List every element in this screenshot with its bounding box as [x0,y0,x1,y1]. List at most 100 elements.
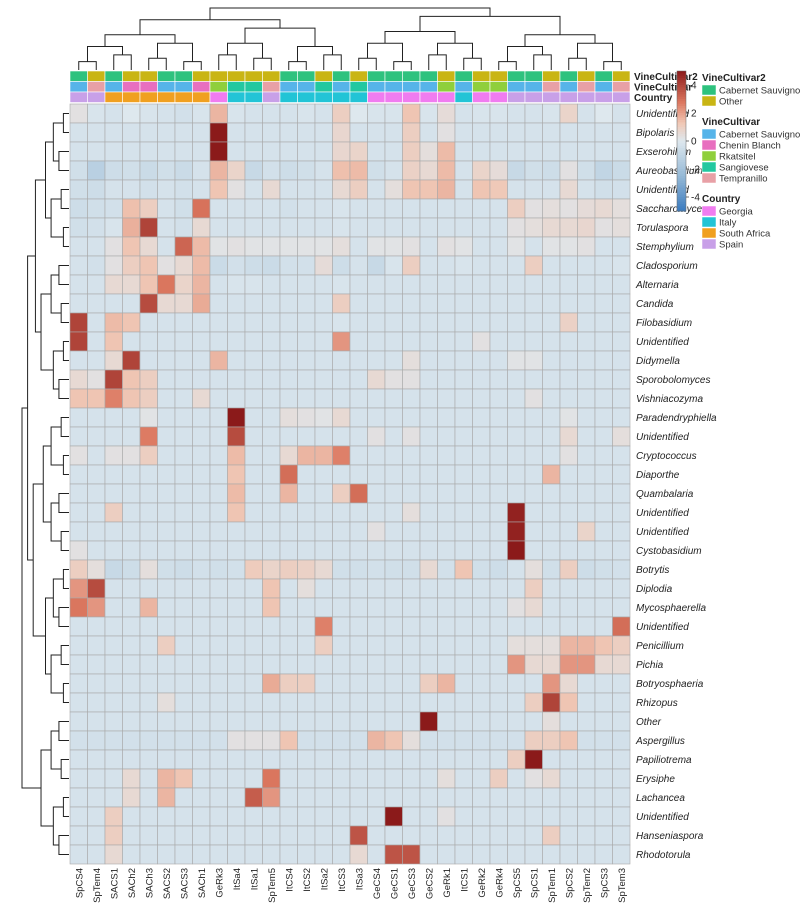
column-label: SACh3 [144,868,155,898]
heatmap-cell [297,179,316,200]
heatmap-cell [87,331,106,352]
heatmap-cell [227,445,246,466]
heatmap-cell [139,217,158,238]
heatmap-cell [612,806,631,827]
heatmap-cell [559,692,578,713]
heatmap-cell [209,578,228,599]
heatmap-cell [244,312,263,333]
heatmap-cell [314,673,333,694]
heatmap-cell [244,122,263,143]
heatmap-cell [612,160,631,181]
heatmap-cell [542,160,561,181]
colorbar-segment [677,173,686,177]
heatmap-cell [227,749,246,770]
heatmap-cell [577,730,596,751]
heatmap-cell [122,483,141,504]
heatmap-cell [104,141,123,162]
heatmap-cell [227,217,246,238]
heatmap-cell [507,540,526,561]
heatmap-cell [87,521,106,542]
heatmap-cell [402,388,421,409]
heatmap-cell [332,103,351,124]
annotation-cell-country [349,91,368,103]
heatmap-cell [384,787,403,808]
column-dendrogram-branch [568,57,587,70]
heatmap-cell [279,426,298,447]
heatmap-cell [559,331,578,352]
heatmap-cell [437,825,456,846]
colorbar-segment [677,171,686,175]
heatmap-cell [489,749,508,770]
heatmap-cell [157,806,176,827]
heatmap-cell [367,293,386,314]
annotation-cell-vinecultivar2 [507,70,526,82]
heatmap-cell [297,711,316,732]
heatmap-cell [594,502,613,523]
heatmap-cell [87,578,106,599]
colorbar-segment [677,82,686,86]
heatmap-cell [454,179,473,200]
heatmap-cell [489,426,508,447]
heatmap-cell [297,844,316,865]
annotation-cell-vinecultivar [139,81,158,93]
heatmap-cell [367,198,386,219]
heatmap-cell [507,217,526,238]
heatmap-cell [297,692,316,713]
column-label: ItCS3 [337,868,348,892]
heatmap-cell [157,597,176,618]
heatmap-cell [349,825,368,846]
heatmap-cell [209,749,228,770]
heatmap-cell [437,426,456,447]
colorbar-segment [677,115,686,119]
annotation-cell-country [594,91,613,103]
heatmap-cell [594,749,613,770]
heatmap-cell [87,179,106,200]
heatmap-cell [524,141,543,162]
heatmap-cell [244,654,263,675]
heatmap-cell [437,350,456,371]
heatmap-cell [139,160,158,181]
row-label: Torulaspora [636,223,689,234]
heatmap-cell [594,616,613,637]
heatmap-cell [524,464,543,485]
heatmap-cell [524,730,543,751]
heatmap-cell [157,350,176,371]
heatmap-cell [139,407,158,428]
heatmap-cell [87,483,106,504]
heatmap-cell [104,597,123,618]
heatmap-cell [192,787,211,808]
heatmap-cell [367,483,386,504]
heatmap-cell [489,502,508,523]
heatmap-cell [279,464,298,485]
heatmap-cell [367,521,386,542]
column-dendrogram-branch [227,42,263,59]
heatmap-cell [472,559,491,580]
heatmap-cell [157,730,176,751]
heatmap-cell [402,236,421,257]
heatmap-cell [122,787,141,808]
row-label: Didymella [636,356,680,367]
heatmap-cell [174,730,193,751]
heatmap-cell [332,388,351,409]
heatmap-cell [437,236,456,257]
heatmap-cell [419,521,438,542]
heatmap-cell [104,673,123,694]
heatmap-cell [87,350,106,371]
heatmap-cell [104,483,123,504]
column-label: GeRk2 [477,868,488,898]
heatmap-cell [577,141,596,162]
legend-swatch [701,205,717,217]
heatmap-cell [262,141,281,162]
heatmap-cell [122,274,141,295]
heatmap-cell [104,388,123,409]
legend-item-label: Italy [719,218,737,229]
heatmap-cell [122,350,141,371]
heatmap-cell [227,844,246,865]
annotation-cell-country [262,91,281,103]
annotation-cell-vinecultivar2 [279,70,298,82]
heatmap-cell [612,217,631,238]
annotation-cell-country [279,91,298,103]
colorbar-segment [677,157,686,161]
heatmap-cell [104,312,123,333]
heatmap-cell [122,160,141,181]
